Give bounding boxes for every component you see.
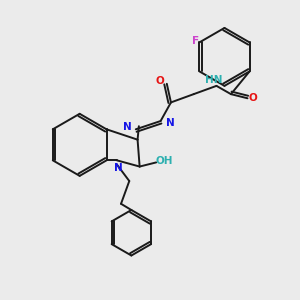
Text: N: N (166, 118, 174, 128)
Text: OH: OH (156, 156, 173, 167)
Text: F: F (192, 36, 199, 46)
Text: O: O (155, 76, 164, 86)
Text: O: O (248, 93, 257, 103)
Text: N: N (123, 122, 132, 132)
Text: N: N (113, 163, 122, 172)
Text: HN: HN (205, 75, 222, 85)
